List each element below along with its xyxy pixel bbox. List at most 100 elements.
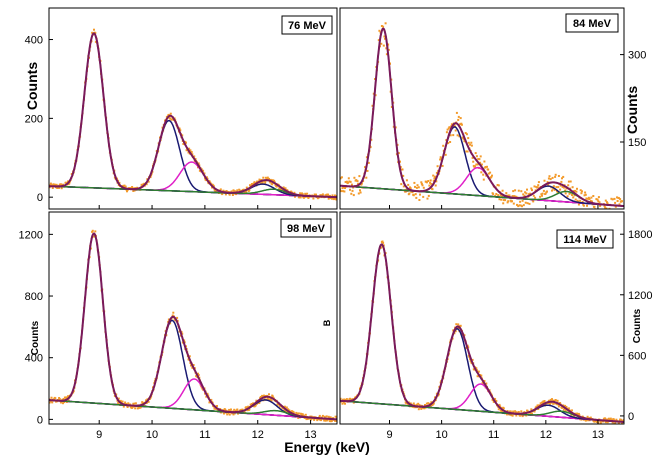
data-point <box>205 176 208 179</box>
data-point <box>271 183 274 186</box>
data-point <box>537 181 540 184</box>
data-point <box>544 192 547 195</box>
data-point <box>230 408 232 411</box>
data-point <box>586 415 589 418</box>
data-point <box>621 200 623 203</box>
data-point <box>546 181 549 184</box>
data-point <box>511 200 513 203</box>
data-point <box>477 158 480 161</box>
data-point <box>432 174 435 177</box>
data-point <box>246 409 249 412</box>
data-point <box>470 141 473 144</box>
data-point <box>286 411 289 413</box>
data-point <box>551 176 554 179</box>
data-point <box>132 190 135 192</box>
data-point <box>341 402 344 405</box>
data-point <box>68 182 71 185</box>
data-point <box>408 192 411 195</box>
data-point <box>454 330 457 333</box>
data-point <box>245 186 248 189</box>
data-point <box>434 184 437 187</box>
data-point <box>603 205 606 208</box>
data-point <box>316 419 319 422</box>
data-point <box>367 161 370 164</box>
data-point <box>294 195 296 198</box>
data-point <box>510 414 513 417</box>
data-point <box>520 410 523 413</box>
data-point <box>302 414 305 417</box>
data-point <box>132 402 135 405</box>
data-point <box>316 197 319 200</box>
data-point <box>561 177 563 180</box>
x-tick-label: 12 <box>252 429 264 441</box>
data-point <box>514 411 517 414</box>
data-point <box>62 402 64 405</box>
data-point <box>228 413 231 416</box>
data-point <box>513 195 516 198</box>
data-point <box>285 192 288 194</box>
panel-84-label: 84 MeV <box>573 18 612 30</box>
data-point <box>60 187 63 190</box>
x-tick-label: 9 <box>386 429 392 441</box>
data-point <box>248 189 251 192</box>
data-point <box>543 400 546 402</box>
stray-axis-label: B <box>322 319 332 326</box>
data-point <box>122 405 125 408</box>
data-point <box>350 398 353 401</box>
data-point <box>502 202 505 205</box>
data-point <box>532 194 535 197</box>
data-point <box>591 200 593 203</box>
data-point <box>136 407 139 410</box>
data-point <box>283 409 286 412</box>
data-point <box>171 118 173 121</box>
data-point <box>577 203 580 206</box>
data-point <box>592 195 595 197</box>
data-point <box>422 195 425 198</box>
data-point <box>317 418 320 421</box>
data-point <box>222 189 225 192</box>
panel-84-label-box <box>565 13 619 33</box>
data-point <box>143 182 146 185</box>
data-point <box>490 176 493 179</box>
data-point <box>452 134 455 137</box>
data-point <box>460 122 463 125</box>
y-tick-label: 400 <box>25 353 43 365</box>
y-tick-label: 0 <box>37 414 43 426</box>
data-point <box>359 191 362 194</box>
data-point <box>51 401 54 404</box>
data-point <box>509 410 512 413</box>
data-point <box>579 189 582 192</box>
x-tick-label: 13 <box>304 429 316 441</box>
data-point <box>187 151 190 154</box>
data-point <box>117 402 120 405</box>
data-point <box>271 179 274 182</box>
panel-84-total-fit <box>340 27 624 208</box>
data-point <box>241 408 244 411</box>
data-point <box>589 416 592 419</box>
data-point <box>281 407 284 410</box>
data-point <box>499 194 502 197</box>
data-point <box>472 160 475 163</box>
data-point <box>307 197 310 199</box>
data-point <box>559 402 562 404</box>
data-point <box>65 181 68 184</box>
data-point <box>188 355 191 358</box>
data-point <box>480 374 483 377</box>
data-point <box>210 398 213 401</box>
data-point <box>275 185 278 188</box>
data-point <box>457 323 460 326</box>
data-point <box>556 403 558 406</box>
data-point <box>299 192 302 195</box>
data-point <box>325 419 328 422</box>
data-point <box>497 408 500 411</box>
data-point <box>357 182 360 185</box>
data-point <box>264 176 267 179</box>
data-point <box>613 197 616 200</box>
data-point <box>554 402 557 405</box>
data-point <box>279 187 282 190</box>
data-point <box>564 192 567 195</box>
data-point <box>351 189 354 192</box>
data-point <box>370 138 373 141</box>
data-point <box>195 375 198 378</box>
data-point <box>268 393 270 396</box>
